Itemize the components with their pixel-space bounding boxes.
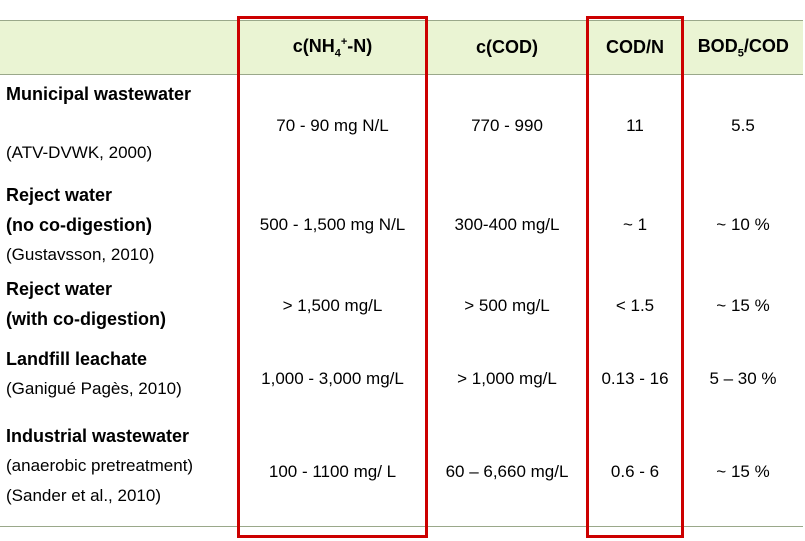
- row-name: Landfill leachate: [6, 348, 148, 369]
- cell-cod-n: 11: [626, 116, 644, 136]
- row-name: Municipal wastewater: [6, 84, 192, 104]
- row-label: Landfill leachate (Ganigué Pagès, 2010): [0, 340, 238, 418]
- cell-cod-n: < 1.5: [615, 295, 655, 315]
- row-name: Industrial wastewater: [6, 425, 190, 446]
- cell-cod: > 500 mg/L: [464, 295, 550, 315]
- header-row: c(NH4+-N) c(COD) COD/N BOD5/COD: [0, 20, 803, 75]
- row-label: Industrial wastewater (anaerobic pretrea…: [0, 417, 238, 527]
- cell-bod-cod: ~ 10 %: [716, 214, 770, 234]
- cell-bod-cod: ~ 15 %: [683, 417, 803, 527]
- cell-cod: 60 – 6,660 mg/L: [427, 417, 587, 527]
- table-row: Reject water (with co-digestion) > 1,500…: [0, 272, 803, 340]
- header-nh4: c(NH4+-N): [237, 20, 427, 75]
- row-reference: (anaerobic pretreatment): [6, 455, 194, 475]
- row-label: Reject water (no co-digestion) (Gustavss…: [0, 178, 238, 272]
- row-reference: (Gustavsson, 2010): [6, 244, 155, 264]
- row-name: Reject water: [6, 184, 113, 205]
- cell-bod-cod: 5 – 30 %: [709, 368, 777, 388]
- cell-bod-cod: ~ 15 %: [716, 295, 770, 315]
- row-label: Reject water (with co-digestion): [0, 272, 238, 340]
- cell-nh4: 70 - 90 mg N/L: [276, 116, 389, 136]
- row-name-line-2: (no co-digestion): [6, 214, 152, 235]
- header-bod-cod: BOD5/COD: [682, 20, 803, 75]
- header-cod-n: COD/N: [586, 20, 683, 75]
- table-row: Industrial wastewater (anaerobic pretrea…: [0, 417, 803, 527]
- table-row: Reject water (no co-digestion) (Gustavss…: [0, 178, 803, 272]
- cell-nh4: 100 - 1100 mg/ L: [238, 417, 427, 527]
- cell-cod: 770 - 990: [471, 116, 543, 136]
- row-name: Reject water: [6, 278, 113, 299]
- cell-nh4: > 1,500 mg/L: [282, 295, 383, 315]
- row-label: Municipal wastewater (ATV-DVWK, 2000): [0, 75, 238, 178]
- row-reference-line-2: (Sander et al., 2010): [6, 485, 161, 505]
- cell-cod: 300-400 mg/L: [454, 214, 560, 234]
- cell-cod-n: 0.6 - 6: [587, 417, 683, 527]
- row-reference: (Ganigué Pagès, 2010): [6, 378, 182, 398]
- table-row: Municipal wastewater (ATV-DVWK, 2000) 70…: [0, 75, 803, 178]
- cell-cod: > 1,000 mg/L: [457, 368, 557, 388]
- cell-cod-n: 0.13 - 16: [601, 368, 669, 388]
- cell-cod-n: ~ 1: [622, 214, 648, 234]
- header-cod: c(COD): [426, 20, 587, 75]
- row-name-line-2: (with co-digestion): [6, 308, 166, 329]
- table-row: Landfill leachate (Ganigué Pagès, 2010) …: [0, 340, 803, 418]
- cell-nh4: 500 - 1,500 mg N/L: [259, 214, 406, 234]
- wastewater-comparison-table: c(NH4+-N) c(COD) COD/N BOD5/COD Municipa…: [0, 20, 803, 527]
- row-reference: (ATV-DVWK, 2000): [6, 143, 153, 162]
- cell-nh4: 1,000 - 3,000 mg/L: [261, 368, 404, 388]
- header-empty: [0, 20, 238, 75]
- cell-bod-cod: 5.5: [731, 116, 755, 136]
